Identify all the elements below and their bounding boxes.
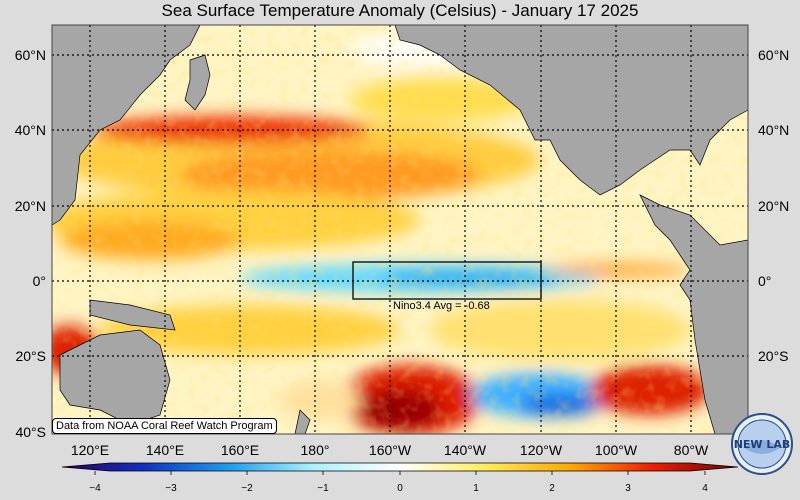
lat-label-eq-left: 0° xyxy=(32,273,46,289)
lat-label-60n-right: 60°N xyxy=(758,47,790,63)
lon-label-120w: 120°W xyxy=(519,442,563,458)
svg-text:NEW LAB: NEW LAB xyxy=(734,438,791,451)
land-masses xyxy=(52,25,748,434)
lat-label-40n-right: 40°N xyxy=(758,122,790,138)
colorbar-tick-label: 1 xyxy=(473,483,479,494)
colorbar-tick-label: −3 xyxy=(165,483,177,494)
lon-label-160e: 160°E xyxy=(220,442,260,458)
lon-label-140w: 140°W xyxy=(443,442,487,458)
nino34-box xyxy=(352,261,542,300)
lat-label-40n-left: 40°N xyxy=(14,122,46,138)
anomaly-field xyxy=(52,25,748,434)
colorbar-tick-label: 0 xyxy=(397,483,403,494)
colorbar-tick-label: 3 xyxy=(625,483,631,494)
lat-label-20n-left: 20°N xyxy=(14,198,46,214)
lon-label-180: 180° xyxy=(300,442,330,458)
colorbar-tick-label: 2 xyxy=(549,483,555,494)
colorbar-tick-label: −1 xyxy=(317,483,329,494)
colorbar-tick-label: 4 xyxy=(702,483,708,494)
colorbar-ticks xyxy=(94,471,706,475)
lat-label-20s-left: 20°S xyxy=(15,348,46,364)
lon-label-80w: 80°W xyxy=(673,442,709,458)
lon-label-120e: 120°E xyxy=(70,442,110,458)
data-credit: Data from NOAA Coral Reef Watch Program xyxy=(52,418,277,434)
nino34-average-label: Nino3.4 Avg = -0.68 xyxy=(393,300,490,312)
graticule xyxy=(52,25,748,434)
lat-label-40s-left: 40°S xyxy=(15,424,46,440)
lon-label-160w: 160°W xyxy=(368,442,412,458)
lat-label-60n-left: 60°N xyxy=(14,47,46,63)
colorbar-tick-label: −4 xyxy=(89,483,101,494)
new-lab-logo: NEW LAB xyxy=(731,413,793,475)
lat-label-eq-right: 0° xyxy=(758,273,772,289)
lon-label-140e: 140°E xyxy=(145,442,185,458)
lat-label-20n-right: 20°N xyxy=(758,198,790,214)
lat-label-20s-right: 20°S xyxy=(758,348,789,364)
colorbar-tick-label: −2 xyxy=(241,483,253,494)
lon-label-100w: 100°W xyxy=(594,442,638,458)
colorbar xyxy=(61,462,739,472)
map-title: Sea Surface Temperature Anomaly (Celsius… xyxy=(161,1,639,20)
